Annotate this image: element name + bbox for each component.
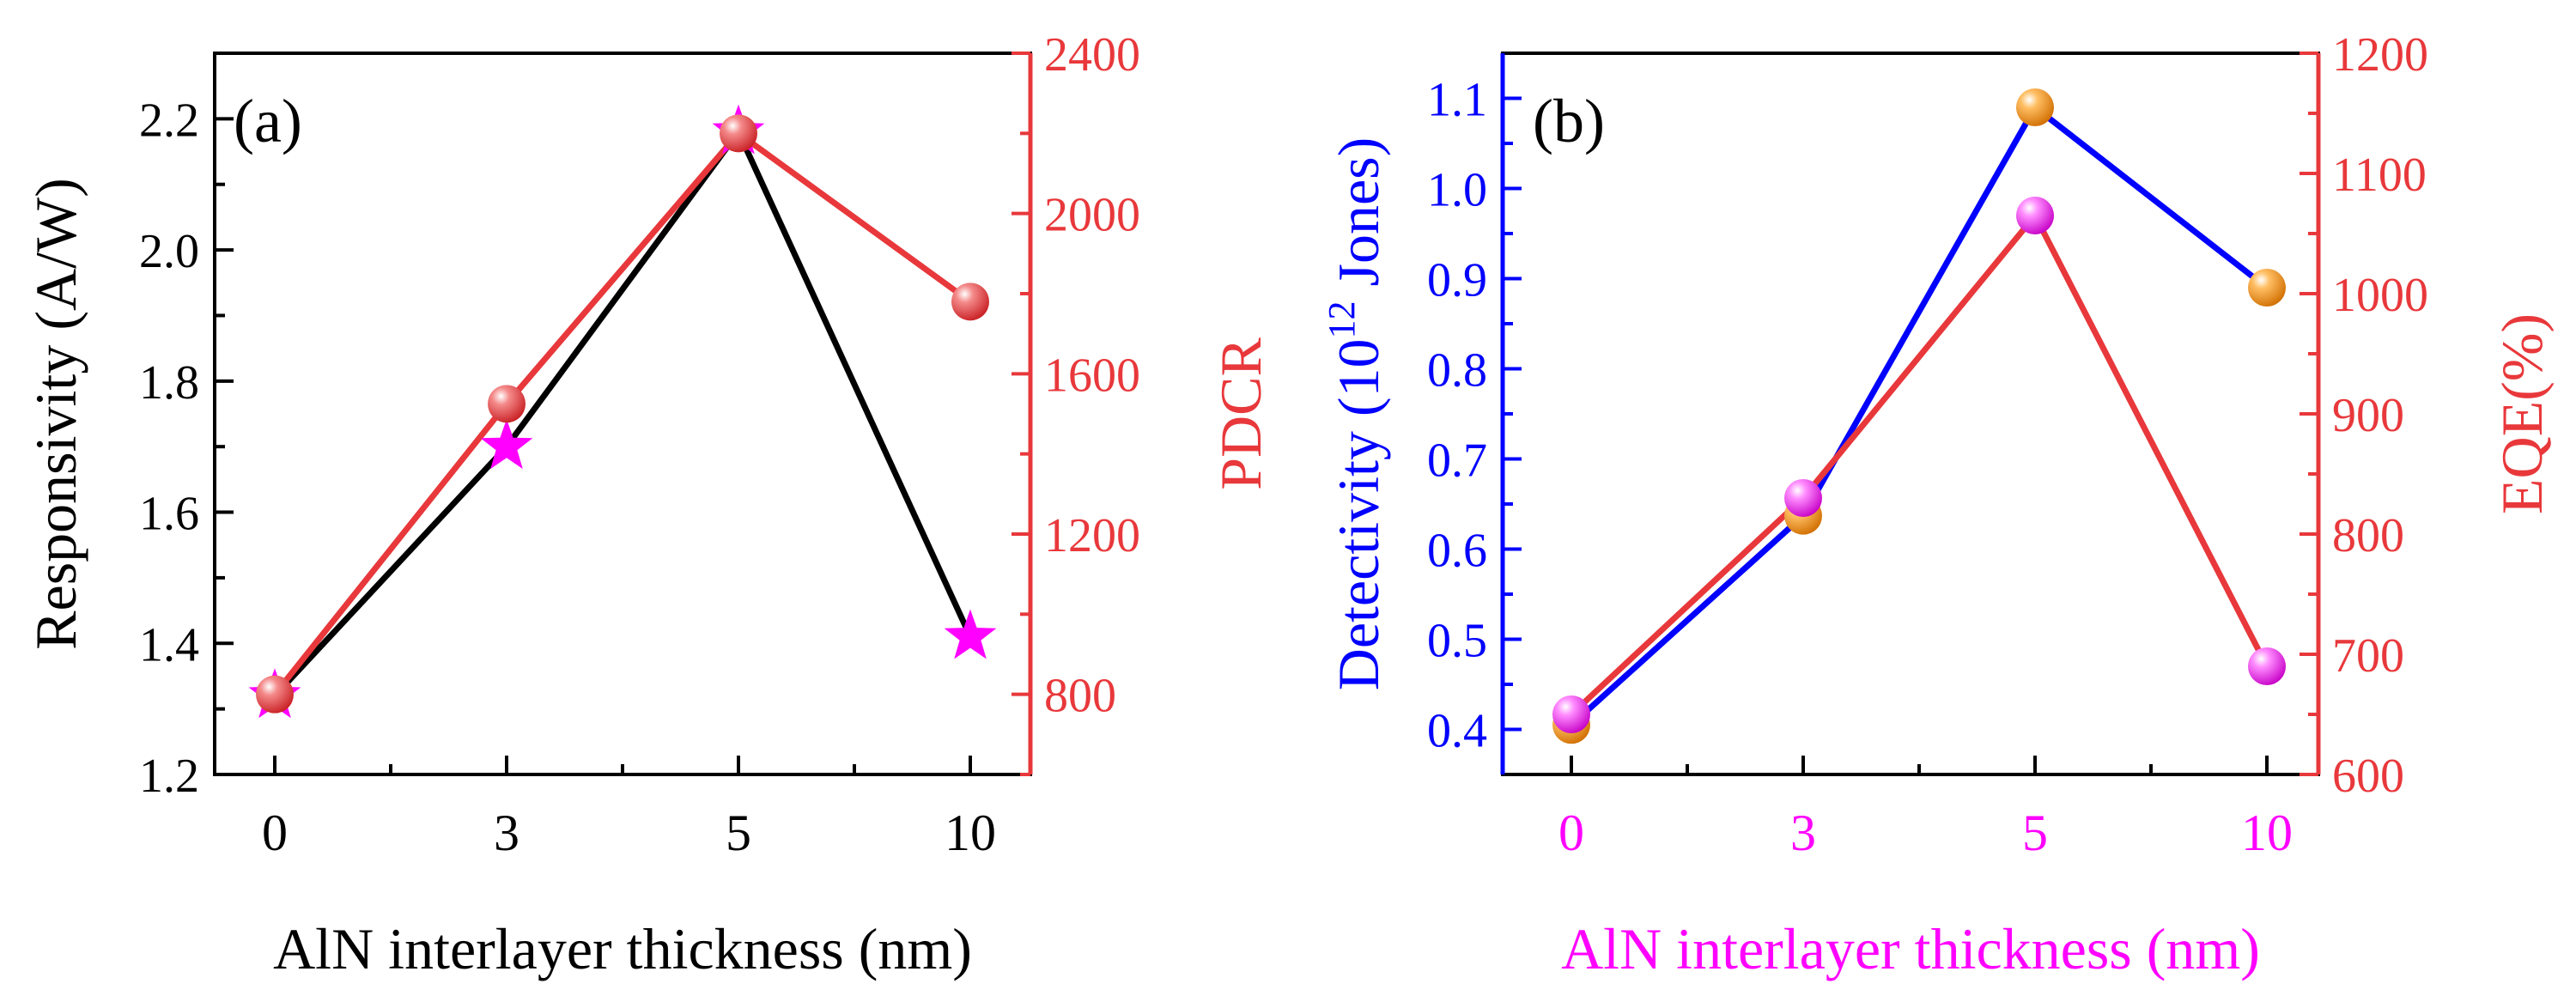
panel-b-right-axis-label: EQE(%) <box>2489 313 2555 514</box>
right-tick-label: 1200 <box>1044 509 1140 562</box>
panel-b-markers <box>1552 88 2286 744</box>
panel-a-series-lines <box>272 129 974 698</box>
left-tick-label: 1.2 <box>139 750 199 803</box>
right-tick-label: 800 <box>2332 509 2404 562</box>
right-tick-label: 2400 <box>1044 28 1140 82</box>
left-tick-label: 1.4 <box>139 618 199 671</box>
panel-b-left-axis-label-end: Jones) <box>1326 137 1391 301</box>
eqe-marker <box>2016 197 2054 234</box>
eqe-marker <box>1784 479 1822 517</box>
x-tick-label: 3 <box>1790 805 1816 861</box>
panel-a-left-axis-label: Responsivity (A/W) <box>23 178 88 650</box>
responsivity-line <box>272 129 974 698</box>
right-tick-label: 1000 <box>2332 269 2428 322</box>
panel-a-right-axis-label: PDCR <box>1208 337 1273 490</box>
panel-a-label: (a) <box>234 87 302 155</box>
left-tick-label: 2.2 <box>139 94 199 147</box>
panel-b-label: (b) <box>1533 87 1605 155</box>
left-tick-label: 2.0 <box>139 225 199 278</box>
responsivity-marker <box>480 419 533 470</box>
left-tick-label: 0.6 <box>1427 525 1487 578</box>
left-tick-label: 1.1 <box>1427 74 1487 127</box>
right-tick-label: 900 <box>2332 389 2404 442</box>
x-tick-label: 0 <box>262 805 288 861</box>
panel-b-left-axis-label: Detectivity (1012 Jones) <box>1321 137 1391 691</box>
panel-a-left-axis-ticks: 1.2 1.4 1.6 1.8 2.0 2.2 <box>139 94 234 803</box>
right-tick-label: 700 <box>2332 629 2404 683</box>
eqe-marker <box>1552 695 1590 733</box>
left-tick-label: 0.5 <box>1427 615 1487 668</box>
x-tick-label: 5 <box>2022 805 2048 861</box>
panel-a-x-axis-ticks: 0 3 5 10 <box>262 756 996 861</box>
left-tick-label: 0.4 <box>1427 705 1487 758</box>
left-tick-label: 1.6 <box>139 488 199 541</box>
x-tick-label: 0 <box>1558 805 1584 861</box>
right-tick-label: 1200 <box>2332 28 2428 82</box>
x-tick-label: 3 <box>494 805 519 861</box>
left-tick-label: 1.8 <box>139 356 199 410</box>
panel-b: 0.40.50.60.70.80.91.01.1 600700800900100… <box>1321 28 2555 981</box>
panel-a-markers <box>248 104 997 719</box>
right-tick-label: 600 <box>2332 750 2404 803</box>
right-tick-label: 1100 <box>2332 149 2427 202</box>
pdcr-marker <box>720 114 757 153</box>
pdcr-marker <box>256 675 294 714</box>
panel-b-right-axis-ticks: 600 700 800 900 1000 1100 1200 <box>2300 28 2428 803</box>
detectivity-line <box>1569 104 2269 727</box>
panel-a-plot-frame <box>213 52 1032 776</box>
responsivity-marker <box>944 609 997 659</box>
detectivity-marker <box>2016 88 2054 126</box>
eqe-line <box>1569 212 2270 717</box>
x-tick-label: 5 <box>726 805 751 861</box>
x-tick-label: 10 <box>945 805 996 861</box>
x-tick-label: 10 <box>2241 805 2293 861</box>
left-tick-label: 0.7 <box>1427 434 1487 488</box>
pdcr-marker <box>951 282 989 321</box>
pdcr-marker <box>488 385 526 423</box>
right-tick-label: 2000 <box>1044 189 1140 242</box>
panel-b-x-axis-ticks: 0 3 5 10 <box>1558 756 2293 861</box>
panel-b-left-axis-label-main: Detectivity (10 <box>1326 339 1391 691</box>
left-tick-label: 1.0 <box>1427 164 1487 217</box>
panel-b-series-lines <box>1569 104 2270 727</box>
pdcr-line <box>272 130 973 696</box>
left-tick-label: 0.8 <box>1427 344 1487 398</box>
panel-b-left-axis-ticks: 0.4 0.5 0.6 0.7 0.8 0.9 1.0 1.1 <box>1427 74 1522 758</box>
left-tick-label: 0.9 <box>1427 254 1487 307</box>
right-tick-label: 1600 <box>1044 349 1140 402</box>
eqe-marker <box>2248 647 2286 685</box>
right-tick-label: 800 <box>1044 670 1116 723</box>
panel-a-x-axis-label: AlN interlayer thickness (nm) <box>273 916 972 981</box>
panel-b-x-axis-label: AlN interlayer thickness (nm) <box>1561 916 2260 981</box>
panel-a: 1.2 1.4 1.6 1.8 2.0 2.2 800 1200 1600 2000 2400 0… <box>23 28 1273 981</box>
panel-a-right-axis-ticks: 800 1200 1600 2000 2400 <box>1012 28 1140 776</box>
panel-b-left-axis-label-exponent: 12 <box>1321 301 1363 339</box>
detectivity-marker <box>2248 269 2286 307</box>
